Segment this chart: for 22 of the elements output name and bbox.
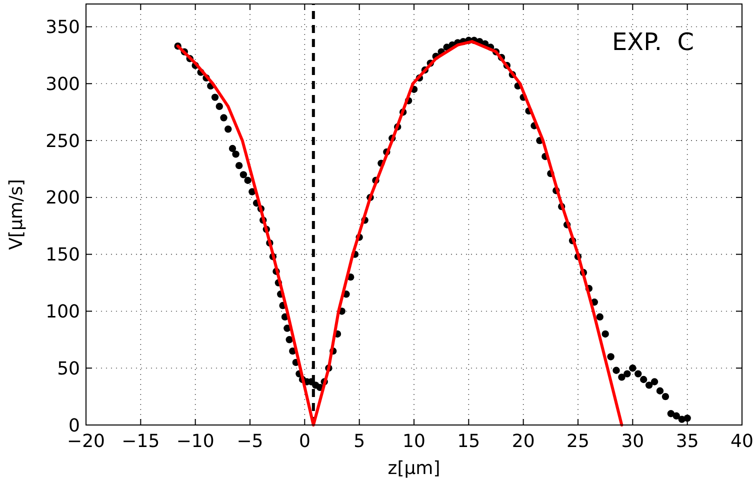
x-axis-title: z[µm] xyxy=(388,458,440,479)
y-tick-label: 50 xyxy=(57,358,80,380)
x-tick-label: 5 xyxy=(354,431,366,452)
x-tick-label: −10 xyxy=(176,431,214,452)
y-axis-title: V[µm/s] xyxy=(6,179,27,250)
y-tick-label: 350 xyxy=(46,17,80,38)
y-tick-label: 250 xyxy=(46,130,80,152)
y-tick-label: 150 xyxy=(46,244,80,266)
x-tick-label: 35 xyxy=(676,431,699,452)
annotation: EXP. C xyxy=(612,28,694,56)
x-tick-label: 25 xyxy=(566,431,590,452)
x-tick-label: 40 xyxy=(730,431,754,452)
x-tick-label: 30 xyxy=(621,431,644,452)
x-tick-label: 15 xyxy=(457,431,480,452)
x-tick-label: 10 xyxy=(402,431,426,452)
y-tick-label: 200 xyxy=(46,188,80,209)
x-tick-label: 20 xyxy=(512,431,535,452)
x-tick-label: 0 xyxy=(298,431,310,452)
y-tick-label: 100 xyxy=(46,302,80,323)
x-tick-label: −15 xyxy=(122,431,160,452)
x-tick-label: −5 xyxy=(236,431,264,452)
y-tick-label: 300 xyxy=(46,74,80,95)
